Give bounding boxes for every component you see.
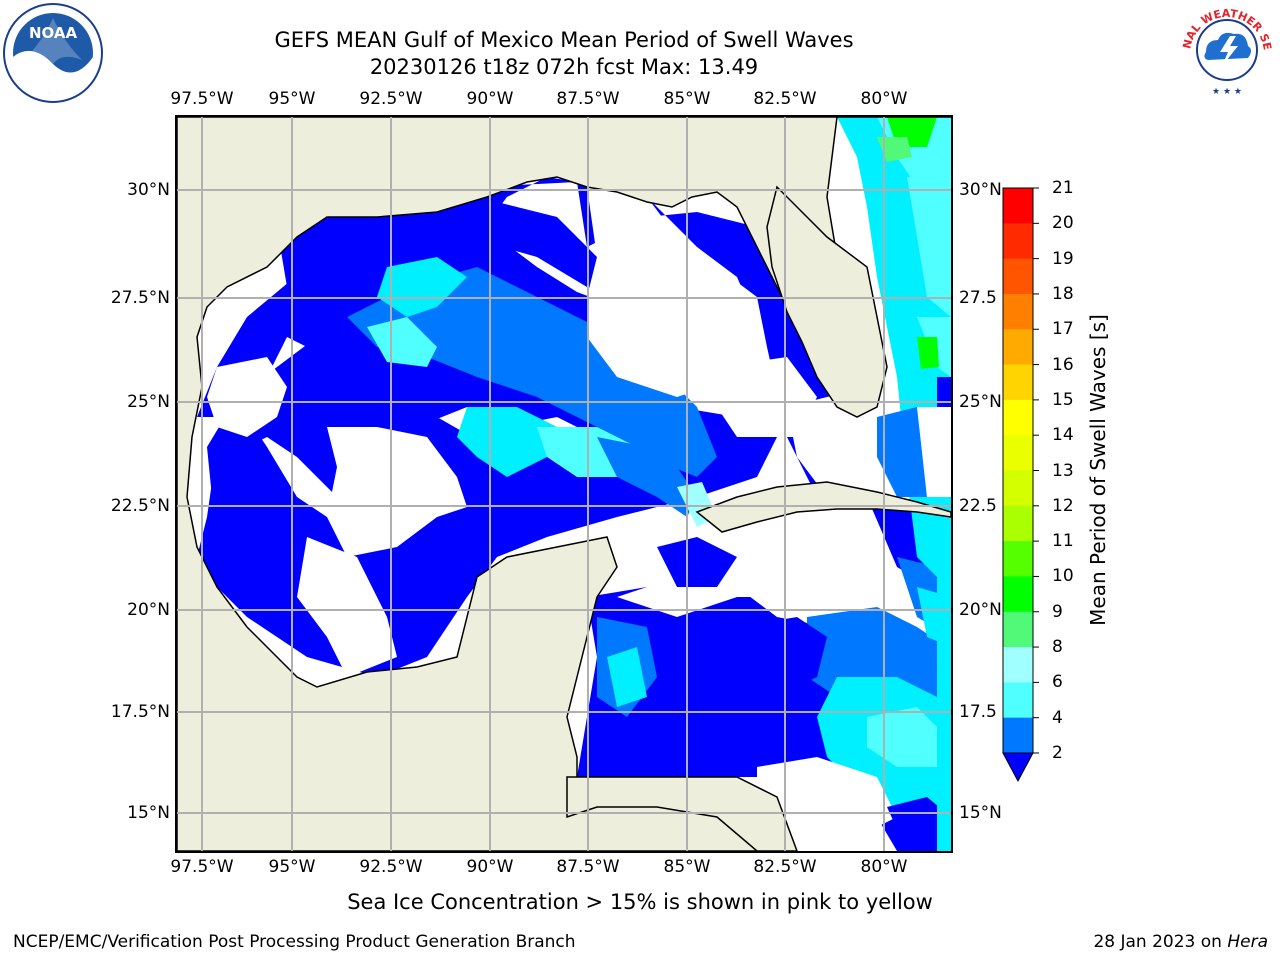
longitude-label: 90°W — [466, 857, 514, 877]
colorbar-tick-label: 20 — [1052, 213, 1074, 234]
colorbar-segment — [1003, 399, 1033, 436]
chart-subtitle: 20230126 t18z 072h fcst Max: 13.49 — [369, 55, 759, 79]
colorbar-tick-label: 18 — [1052, 283, 1074, 304]
longitude-label: 82.5°W — [753, 89, 817, 109]
footer-credit: NCEP/EMC/Verification Post Processing Pr… — [13, 932, 576, 952]
colorbar-segment — [1003, 188, 1033, 224]
colorbar-segment — [1003, 435, 1033, 471]
nws-logo: NATIONAL WEATHER SERVICE ★ ★ ★ — [1171, 0, 1278, 98]
longitude-label: 87.5°W — [556, 857, 620, 877]
footer-date: 28 Jan 2023 on Hera — [1093, 932, 1268, 952]
latitude-label: 30°N — [959, 180, 1002, 200]
longitude-label: 80°W — [860, 89, 908, 109]
latitude-label: 30°N — [127, 180, 170, 200]
colorbar-tick-label: 11 — [1052, 531, 1074, 552]
colorbar-segment — [1003, 647, 1033, 683]
longitude-label: 95°W — [268, 857, 316, 877]
latitude-label: 22.5 — [959, 496, 997, 516]
colorbar-tick-label: 21 — [1052, 178, 1074, 198]
longitude-label: 80°W — [860, 857, 908, 877]
colorbar-segment — [1003, 293, 1033, 330]
colorbar-segment — [1003, 470, 1033, 507]
latitude-label: 17.5°N — [110, 702, 170, 722]
longitude-label: 92.5°W — [359, 857, 423, 877]
footer-machine: Hera — [1227, 932, 1268, 952]
colorbar-segment — [1003, 258, 1033, 295]
longitude-label: 92.5°W — [359, 89, 423, 109]
longitude-label: 85°W — [663, 89, 711, 109]
colorbar-tick-label: 17 — [1052, 319, 1074, 340]
colorbar-tick-label: 6 — [1052, 672, 1063, 693]
svg-text:NOAA: NOAA — [29, 24, 78, 42]
latitude-label: 20°N — [127, 600, 170, 620]
colorbar-tick-label: 19 — [1052, 248, 1074, 269]
colorbar-segment — [1003, 364, 1033, 401]
latitude-label: 20°N — [959, 600, 1002, 620]
latitude-label: 17.5 — [959, 702, 997, 722]
longitude-label: 97.5°W — [170, 857, 234, 877]
latitude-label: 25°N — [959, 392, 1002, 412]
colorbar-under-arrow — [1002, 752, 1034, 783]
colorbar-segment — [1003, 682, 1033, 719]
longitude-label: 87.5°W — [556, 89, 620, 109]
colorbar-tick-label: 8 — [1052, 637, 1063, 658]
latitude-label: 27.5 — [959, 288, 997, 308]
latitude-label: 22.5°N — [110, 496, 170, 516]
footer-date-text: 28 Jan 2023 on — [1093, 932, 1222, 952]
longitude-label: 97.5°W — [170, 89, 234, 109]
colorbar-segment — [1003, 329, 1033, 366]
colorbar-segment — [1003, 717, 1033, 754]
sea-ice-note: Sea Ice Concentration > 15% is shown in … — [347, 890, 933, 914]
colorbar-segment — [1003, 576, 1033, 613]
latitude-label: 25°N — [127, 392, 170, 412]
latitude-label: 15°N — [127, 803, 170, 823]
latitude-label: 27.5°N — [110, 288, 170, 308]
colorbar-segment — [1003, 611, 1033, 648]
colorbar-segment — [1003, 223, 1033, 260]
longitude-label: 95°W — [268, 89, 316, 109]
colorbar-tick-label: 10 — [1052, 566, 1074, 587]
longitude-label: 85°W — [663, 857, 711, 877]
colorbar-tick-label: 9 — [1052, 601, 1063, 622]
colorbar-segment — [1003, 541, 1033, 577]
svg-text:★ ★ ★: ★ ★ ★ — [1212, 87, 1242, 97]
colorbar-label: Mean Period of Swell Waves [s] — [1086, 314, 1110, 626]
colorbar-segment — [1003, 505, 1033, 542]
colorbar-tick-label: 14 — [1052, 425, 1074, 446]
longitude-label: 82.5°W — [753, 857, 817, 877]
noaa-logo: NOAA — [2, 2, 104, 104]
colorbar-tick-label: 4 — [1052, 707, 1063, 728]
colorbar-tick-label: 15 — [1052, 389, 1074, 410]
longitude-label: 90°W — [466, 89, 514, 109]
colorbar-tick-label: 12 — [1052, 495, 1074, 516]
latitude-label: 15°N — [959, 803, 1002, 823]
colorbar-tick-label: 13 — [1052, 460, 1074, 481]
chart-title: GEFS MEAN Gulf of Mexico Mean Period of … — [274, 28, 854, 52]
colorbar-tick-label: 2 — [1052, 743, 1063, 763]
map-plot-area — [175, 115, 953, 853]
map-canvas — [177, 117, 951, 851]
colorbar — [1002, 187, 1039, 783]
colorbar-tick-label: 16 — [1052, 354, 1074, 375]
